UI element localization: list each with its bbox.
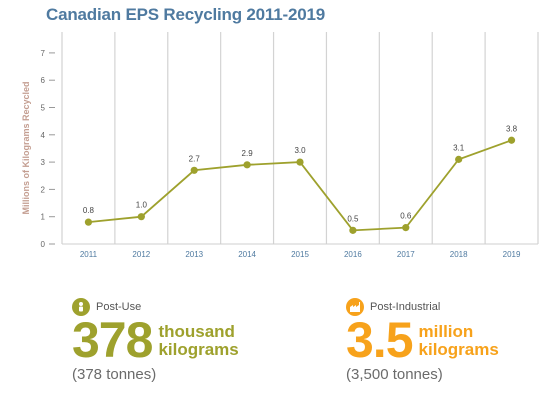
post-use-stat: Post-Use 378 thousand kilograms (378 ton… [72, 298, 239, 383]
data-label: 0.5 [347, 214, 359, 223]
y-tick-label: 0 [41, 240, 46, 249]
post-industrial-unit-line2: kilograms [418, 340, 499, 359]
x-tick-label: 2018 [450, 250, 468, 259]
y-tick-label: 1 [41, 213, 46, 222]
x-tick-label: 2014 [238, 250, 256, 259]
data-label: 3.0 [294, 146, 306, 155]
y-tick-label: 6 [41, 76, 46, 85]
post-industrial-tonnes: (3,500 tonnes) [346, 366, 443, 383]
x-tick-label: 2016 [344, 250, 362, 259]
post-use-value: 378 [72, 312, 153, 368]
data-point [296, 158, 304, 166]
data-label: 3.1 [453, 143, 465, 152]
data-point [455, 155, 463, 163]
data-point [507, 136, 516, 144]
data-point [243, 161, 251, 169]
line-chart: 0 1 2 3 4 5 6 7 Millions of Kilograms Recycled 20… [21, 32, 539, 259]
y-tick-label: 4 [41, 131, 46, 140]
data-point [190, 166, 198, 174]
data-point [402, 224, 410, 232]
post-use-unit-line2: kilograms [158, 340, 239, 359]
x-tick-label: 2011 [80, 250, 98, 259]
data-point [137, 213, 145, 221]
x-tick-label: 2019 [503, 250, 521, 259]
x-tick-label: 2013 [185, 250, 203, 259]
recycle-person-icon [72, 298, 90, 316]
data-label: 0.8 [83, 206, 95, 215]
post-industrial-unit-line1: million [418, 322, 474, 341]
factory-icon [346, 298, 364, 316]
x-tick-label: 2012 [132, 250, 150, 259]
post-industrial-stat: Post-Industrial 3.5 million kilograms (3… [346, 298, 499, 383]
y-tick-label: 7 [41, 49, 46, 58]
y-tick-label: 3 [41, 158, 46, 167]
y-tick-label: 2 [41, 185, 46, 194]
x-tick-label: 2017 [397, 250, 415, 259]
data-label: 2.9 [242, 149, 254, 158]
post-industrial-label: Post-Industrial [370, 301, 441, 313]
chart-title: Canadian EPS Recycling 2011-2019 [46, 5, 325, 24]
post-use-label: Post-Use [96, 301, 142, 313]
data-point [349, 226, 357, 234]
y-axis-label: Millions of Kilograms Recycled [21, 81, 31, 214]
y-tick-label: 5 [41, 104, 46, 113]
data-label: 1.0 [136, 201, 148, 210]
data-label: 0.6 [400, 212, 412, 221]
post-use-unit-line1: thousand [158, 322, 235, 341]
x-tick-label: 2015 [291, 250, 309, 259]
data-point [84, 218, 93, 226]
data-label: 3.8 [506, 124, 518, 133]
data-label: 2.7 [189, 154, 201, 163]
post-industrial-value: 3.5 [346, 312, 414, 368]
post-use-tonnes: (378 tonnes) [72, 366, 157, 383]
